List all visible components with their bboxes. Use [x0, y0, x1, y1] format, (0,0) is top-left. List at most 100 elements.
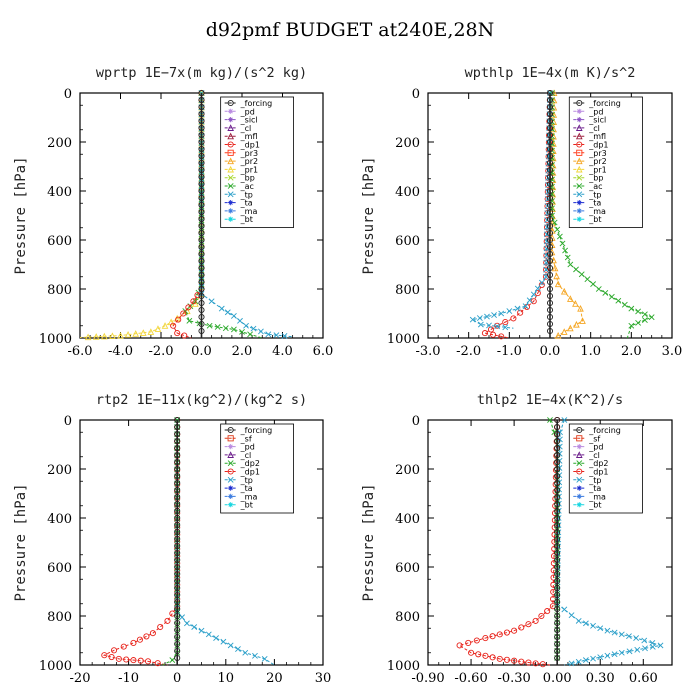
data-point — [546, 250, 554, 258]
legend-label: _dp1 — [588, 141, 608, 150]
data-point — [575, 617, 582, 624]
data-point — [511, 627, 518, 634]
data-point — [551, 219, 558, 226]
data-point — [174, 598, 181, 606]
legend-label: _pd — [588, 443, 603, 452]
y-tick-label: 1000 — [387, 659, 420, 674]
data-point — [100, 332, 108, 340]
chart-panel-1: wprtp 1E−7x(m kg)/(s^2 kg) Pressure [hPa]… — [13, 65, 333, 359]
data-point — [626, 633, 632, 640]
data-point — [554, 535, 561, 543]
data-point — [546, 138, 554, 146]
data-point — [174, 493, 181, 501]
y-tick-label: 800 — [47, 610, 72, 625]
data-point — [243, 322, 249, 329]
legend-marker — [227, 99, 234, 107]
y-tick-label: 400 — [395, 185, 420, 200]
data-point — [174, 507, 181, 515]
legend-label: _ta — [588, 199, 601, 208]
data-point — [590, 281, 597, 288]
legend-marker — [228, 444, 234, 450]
data-point — [120, 643, 127, 650]
data-point — [611, 629, 618, 636]
legend-label: _sf — [588, 434, 600, 443]
data-point — [174, 633, 181, 641]
data-point — [546, 208, 554, 216]
y-tick-label: 0 — [412, 414, 420, 429]
legend-label: _pr2 — [588, 157, 606, 166]
data-point — [618, 631, 625, 638]
data-point — [597, 625, 604, 632]
series-line — [172, 93, 202, 339]
data-point — [174, 521, 181, 529]
data-point — [117, 331, 124, 339]
x-tick-label: -0.30 — [497, 671, 530, 686]
legend-marker — [228, 485, 234, 491]
data-point — [618, 649, 625, 656]
data-point — [250, 325, 257, 332]
legend-box — [220, 423, 294, 514]
data-point — [115, 655, 122, 662]
y-tick-label: 600 — [395, 234, 420, 249]
data-point — [198, 159, 205, 167]
data-point — [546, 236, 554, 244]
legend-marker — [576, 426, 583, 434]
legend-label: _tp — [588, 190, 601, 199]
legend-label: _pr1 — [240, 165, 258, 174]
data-point — [641, 637, 648, 644]
data-point — [192, 298, 199, 305]
data-point — [198, 327, 205, 335]
data-point — [185, 304, 192, 311]
data-point — [550, 581, 557, 588]
x-tick-label: -0.60 — [454, 671, 487, 686]
data-point — [554, 430, 561, 438]
x-tick-label: 20 — [266, 671, 283, 686]
data-point — [230, 326, 237, 333]
data-point — [179, 614, 185, 621]
legend-marker — [227, 476, 234, 483]
panel-title: thlp2 1E−4x(K^2)/s — [477, 392, 623, 408]
data-point — [174, 626, 181, 634]
data-point — [554, 331, 562, 339]
legend-label: _cl — [240, 124, 252, 133]
legend-label: _sicl — [240, 116, 258, 125]
data-point — [137, 657, 144, 664]
data-point — [222, 325, 229, 332]
data-point — [198, 131, 205, 139]
data-point — [154, 325, 162, 332]
data-point — [174, 591, 181, 599]
data-point — [136, 636, 143, 643]
legend-marker — [576, 502, 582, 508]
legend-label: _ma — [240, 207, 258, 216]
chart-panel-4: thlp2 1E−4x(K^2)/s Pressure [hPa] -0.90 -0.… — [361, 392, 673, 686]
data-point — [475, 651, 482, 658]
data-point — [554, 472, 561, 480]
legend-label: _bp — [240, 174, 255, 183]
data-point — [568, 660, 575, 667]
data-point — [642, 645, 648, 652]
data-point — [123, 656, 130, 663]
data-point — [554, 423, 561, 431]
data-point — [473, 637, 480, 644]
data-point — [109, 332, 116, 339]
data-point — [532, 660, 539, 667]
data-point — [546, 152, 554, 160]
legend-marker — [228, 117, 234, 123]
series-forcing — [546, 89, 554, 338]
data-point — [174, 465, 181, 473]
data-point — [546, 159, 554, 167]
data-point — [174, 647, 181, 655]
data-point — [557, 429, 563, 436]
data-point — [621, 301, 628, 308]
data-point — [147, 328, 155, 335]
data-point — [198, 187, 205, 195]
legend-marker — [227, 132, 234, 140]
data-point — [174, 416, 181, 424]
data-point — [595, 286, 602, 292]
data-point — [489, 633, 496, 640]
x-tick-label: 10 — [218, 671, 235, 686]
legend-label: _sicl — [588, 116, 606, 125]
data-point — [198, 243, 205, 251]
data-point — [546, 124, 554, 132]
data-point — [543, 259, 550, 266]
